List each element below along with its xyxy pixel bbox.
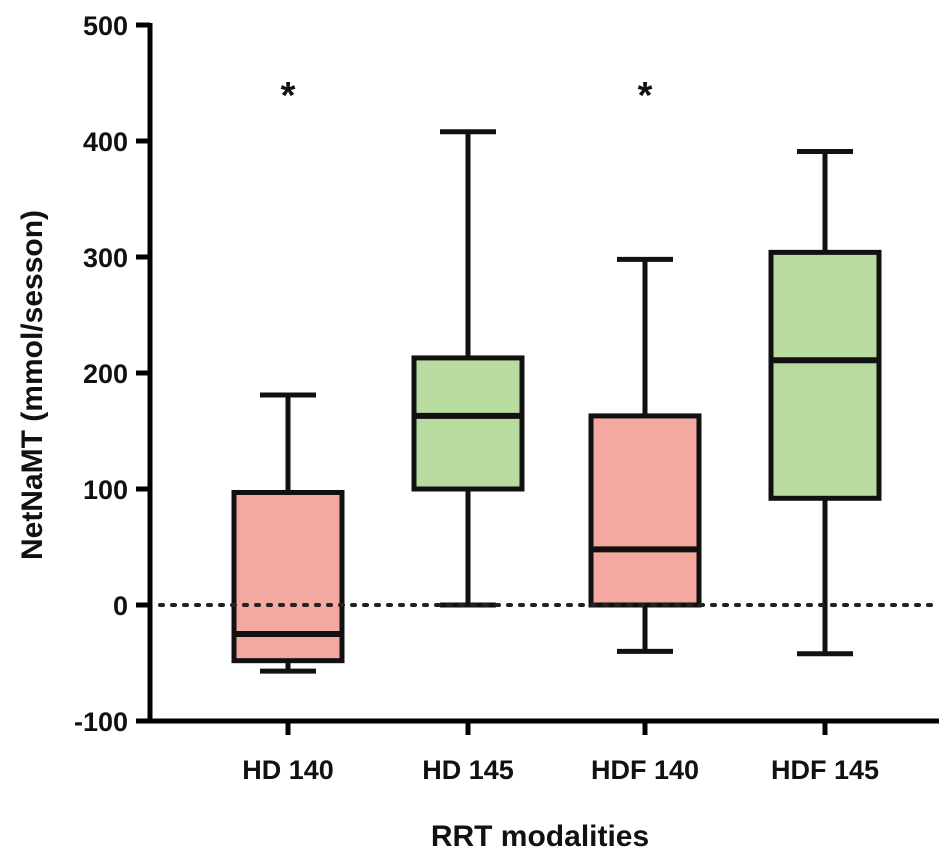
box-hdf-140: * bbox=[588, 75, 702, 654]
y-tick-label: 200 bbox=[83, 359, 128, 389]
box-hd-140: * bbox=[231, 75, 345, 674]
x-category-label: HD 140 bbox=[242, 755, 334, 785]
x-category-label: HDF 145 bbox=[771, 755, 879, 785]
y-axis-title: NetNaMT (mmol/sesson) bbox=[16, 210, 49, 560]
significance-marker: * bbox=[638, 75, 653, 117]
iqr-box bbox=[588, 413, 702, 608]
x-categories: HD 140 HD 145 HDF 140 HDF 145 bbox=[242, 721, 879, 785]
y-tick-label: 100 bbox=[83, 475, 128, 505]
y-tick-label: 300 bbox=[83, 243, 128, 273]
x-category-label: HDF 140 bbox=[591, 755, 699, 785]
y-tick-label: 500 bbox=[83, 11, 128, 41]
y-tick-label: -100 bbox=[74, 707, 128, 737]
box-hd-145 bbox=[411, 129, 525, 608]
iqr-box bbox=[768, 249, 882, 501]
box-hdf-145 bbox=[768, 148, 882, 657]
x-category-label: HD 145 bbox=[422, 755, 514, 785]
iqr-box bbox=[411, 355, 525, 492]
boxes-layer: * * bbox=[231, 75, 882, 674]
significance-marker: * bbox=[281, 75, 296, 117]
x-axis-title: RRT modalities bbox=[431, 820, 649, 853]
y-tick-label: 400 bbox=[83, 127, 128, 157]
y-ticks: -100 0 100 200 300 400 500 bbox=[74, 11, 150, 737]
y-tick-label: 0 bbox=[113, 591, 128, 621]
